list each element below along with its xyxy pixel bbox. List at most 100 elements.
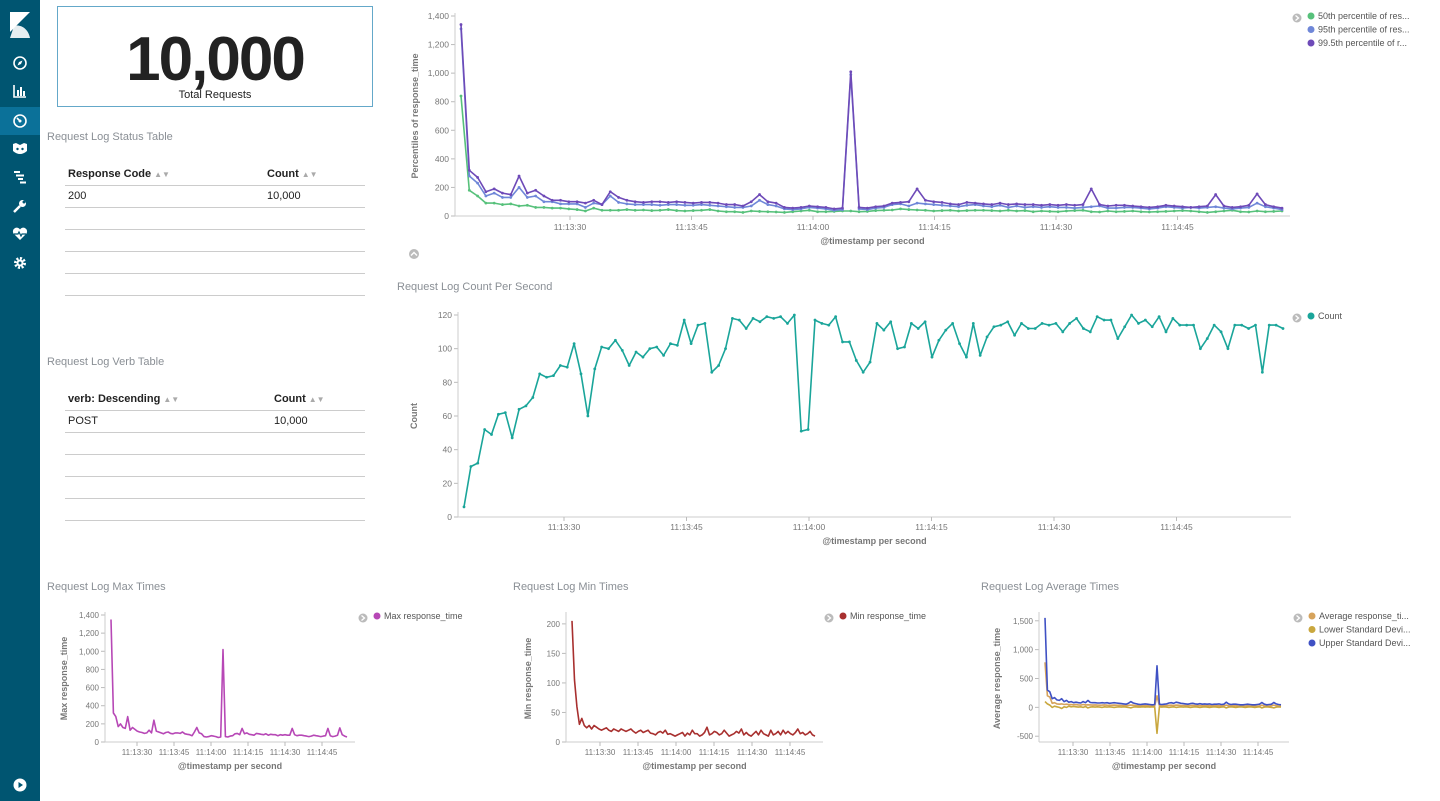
legend-item[interactable]: 99.5th percentile of r... [1318,38,1407,48]
kibana-logo-icon[interactable] [0,8,40,42]
legend-toggle-icon[interactable] [824,613,834,623]
data-point [1073,203,1077,207]
data-point [834,315,838,319]
data-point [724,210,728,214]
data-point [1040,206,1043,209]
legend-item[interactable]: Average response_ti... [1319,611,1409,621]
data-point [586,414,590,418]
x-tick-label: 11:14:15 [1169,748,1200,757]
legend-toggle-icon[interactable] [1293,613,1303,623]
data-point [827,323,831,327]
column-header-count[interactable]: Count ▲▼ [271,388,365,411]
data-point [1015,204,1019,208]
data-point [861,370,865,374]
legend-item[interactable]: 95th percentile of res... [1318,25,1410,35]
legend-toggle-icon[interactable] [1292,313,1302,323]
y-axis-title: Min response_time [523,638,533,720]
x-tick-label: 11:13:30 [585,748,616,757]
y-tick-label: 100 [438,344,452,354]
y-tick-label: 1,400 [428,11,450,21]
column-header-response-code[interactable]: Response Code ▲▼ [65,163,264,186]
data-point [758,193,761,196]
series-line [571,620,816,737]
data-point [650,200,654,204]
data-point [1031,203,1035,206]
data-point [683,201,687,204]
x-tick-label: 11:14:45 [775,748,806,757]
data-point [890,208,894,212]
data-point [998,203,1002,207]
data-point [1272,210,1276,213]
legend: Count [1292,311,1343,323]
sort-icon[interactable]: ▲▼ [154,169,170,179]
data-point [467,174,471,178]
y-tick-label: 1,500 [1013,617,1034,626]
data-point [1255,192,1259,196]
metric-label: Total Requests [178,89,252,101]
data-point [758,320,762,324]
data-point [608,194,612,198]
data-point [459,23,463,26]
data-point [1106,206,1110,210]
data-point [625,202,629,206]
data-point [650,203,654,206]
legend-swatch [1308,612,1316,620]
sort-icon[interactable]: ▲▼ [301,169,318,179]
monitoring-heart-icon[interactable] [0,220,40,248]
legend-swatch [1307,39,1315,47]
sort-icon[interactable]: ▲▼ [163,394,180,404]
legend-item[interactable]: 50th percentile of res... [1318,11,1410,21]
data-point [751,316,755,320]
data-point [575,202,579,206]
data-point [592,198,596,202]
data-point [501,203,504,206]
data-point [1068,322,1072,325]
data-point [930,355,934,359]
data-point [1264,210,1267,214]
data-point [1214,193,1218,196]
data-point [696,323,700,327]
chevron-right-icon [1296,615,1301,621]
legend-item[interactable]: Upper Standard Devi... [1319,638,1411,648]
x-axis-title: @timestamp per second [822,536,926,546]
legend-item[interactable]: Count [1318,311,1343,321]
data-point [675,209,679,212]
data-point [982,208,985,212]
legend-item[interactable]: Min response_time [850,611,926,621]
data-point [1006,208,1010,212]
timelion-icon[interactable] [0,135,40,163]
data-point [484,201,488,205]
data-point [683,209,687,213]
legend-item[interactable]: Max response_time [384,611,463,621]
dashboard-gauge-icon[interactable] [0,107,40,135]
data-point [1114,206,1118,210]
x-tick-label: 11:13:45 [159,748,190,757]
data-point [1040,209,1043,213]
legend-toggle-icon[interactable] [358,613,368,623]
avg-chart-title: Request Log Average Times [981,581,1119,593]
dev-tools-icon[interactable] [0,163,40,191]
data-point [1150,325,1154,329]
data-point [1106,209,1110,213]
legend-toggle-icon[interactable] [1292,13,1302,23]
data-point [786,322,789,325]
column-header-verb[interactable]: verb: Descending ▲▼ [65,388,271,411]
data-point [1139,205,1143,209]
data-point [774,201,778,205]
management-wrench-icon[interactable] [0,192,40,220]
collapse-play-icon[interactable] [0,771,40,799]
sort-icon[interactable]: ▲▼ [308,394,325,404]
column-header-count[interactable]: Count ▲▼ [264,163,365,186]
discover-compass-icon[interactable] [0,49,40,77]
data-point [467,168,471,172]
collapse-legend-icon[interactable] [409,249,419,259]
data-point [1064,203,1068,206]
legend-item[interactable]: Lower Standard Devi... [1319,625,1411,635]
visualize-bar-chart-icon[interactable] [0,77,40,105]
data-point [971,322,975,325]
settings-gear-icon[interactable] [0,249,40,277]
data-point [1031,205,1035,209]
data-point [1123,203,1126,207]
empty-row [65,251,365,274]
x-tick-label: 11:13:30 [548,522,581,532]
